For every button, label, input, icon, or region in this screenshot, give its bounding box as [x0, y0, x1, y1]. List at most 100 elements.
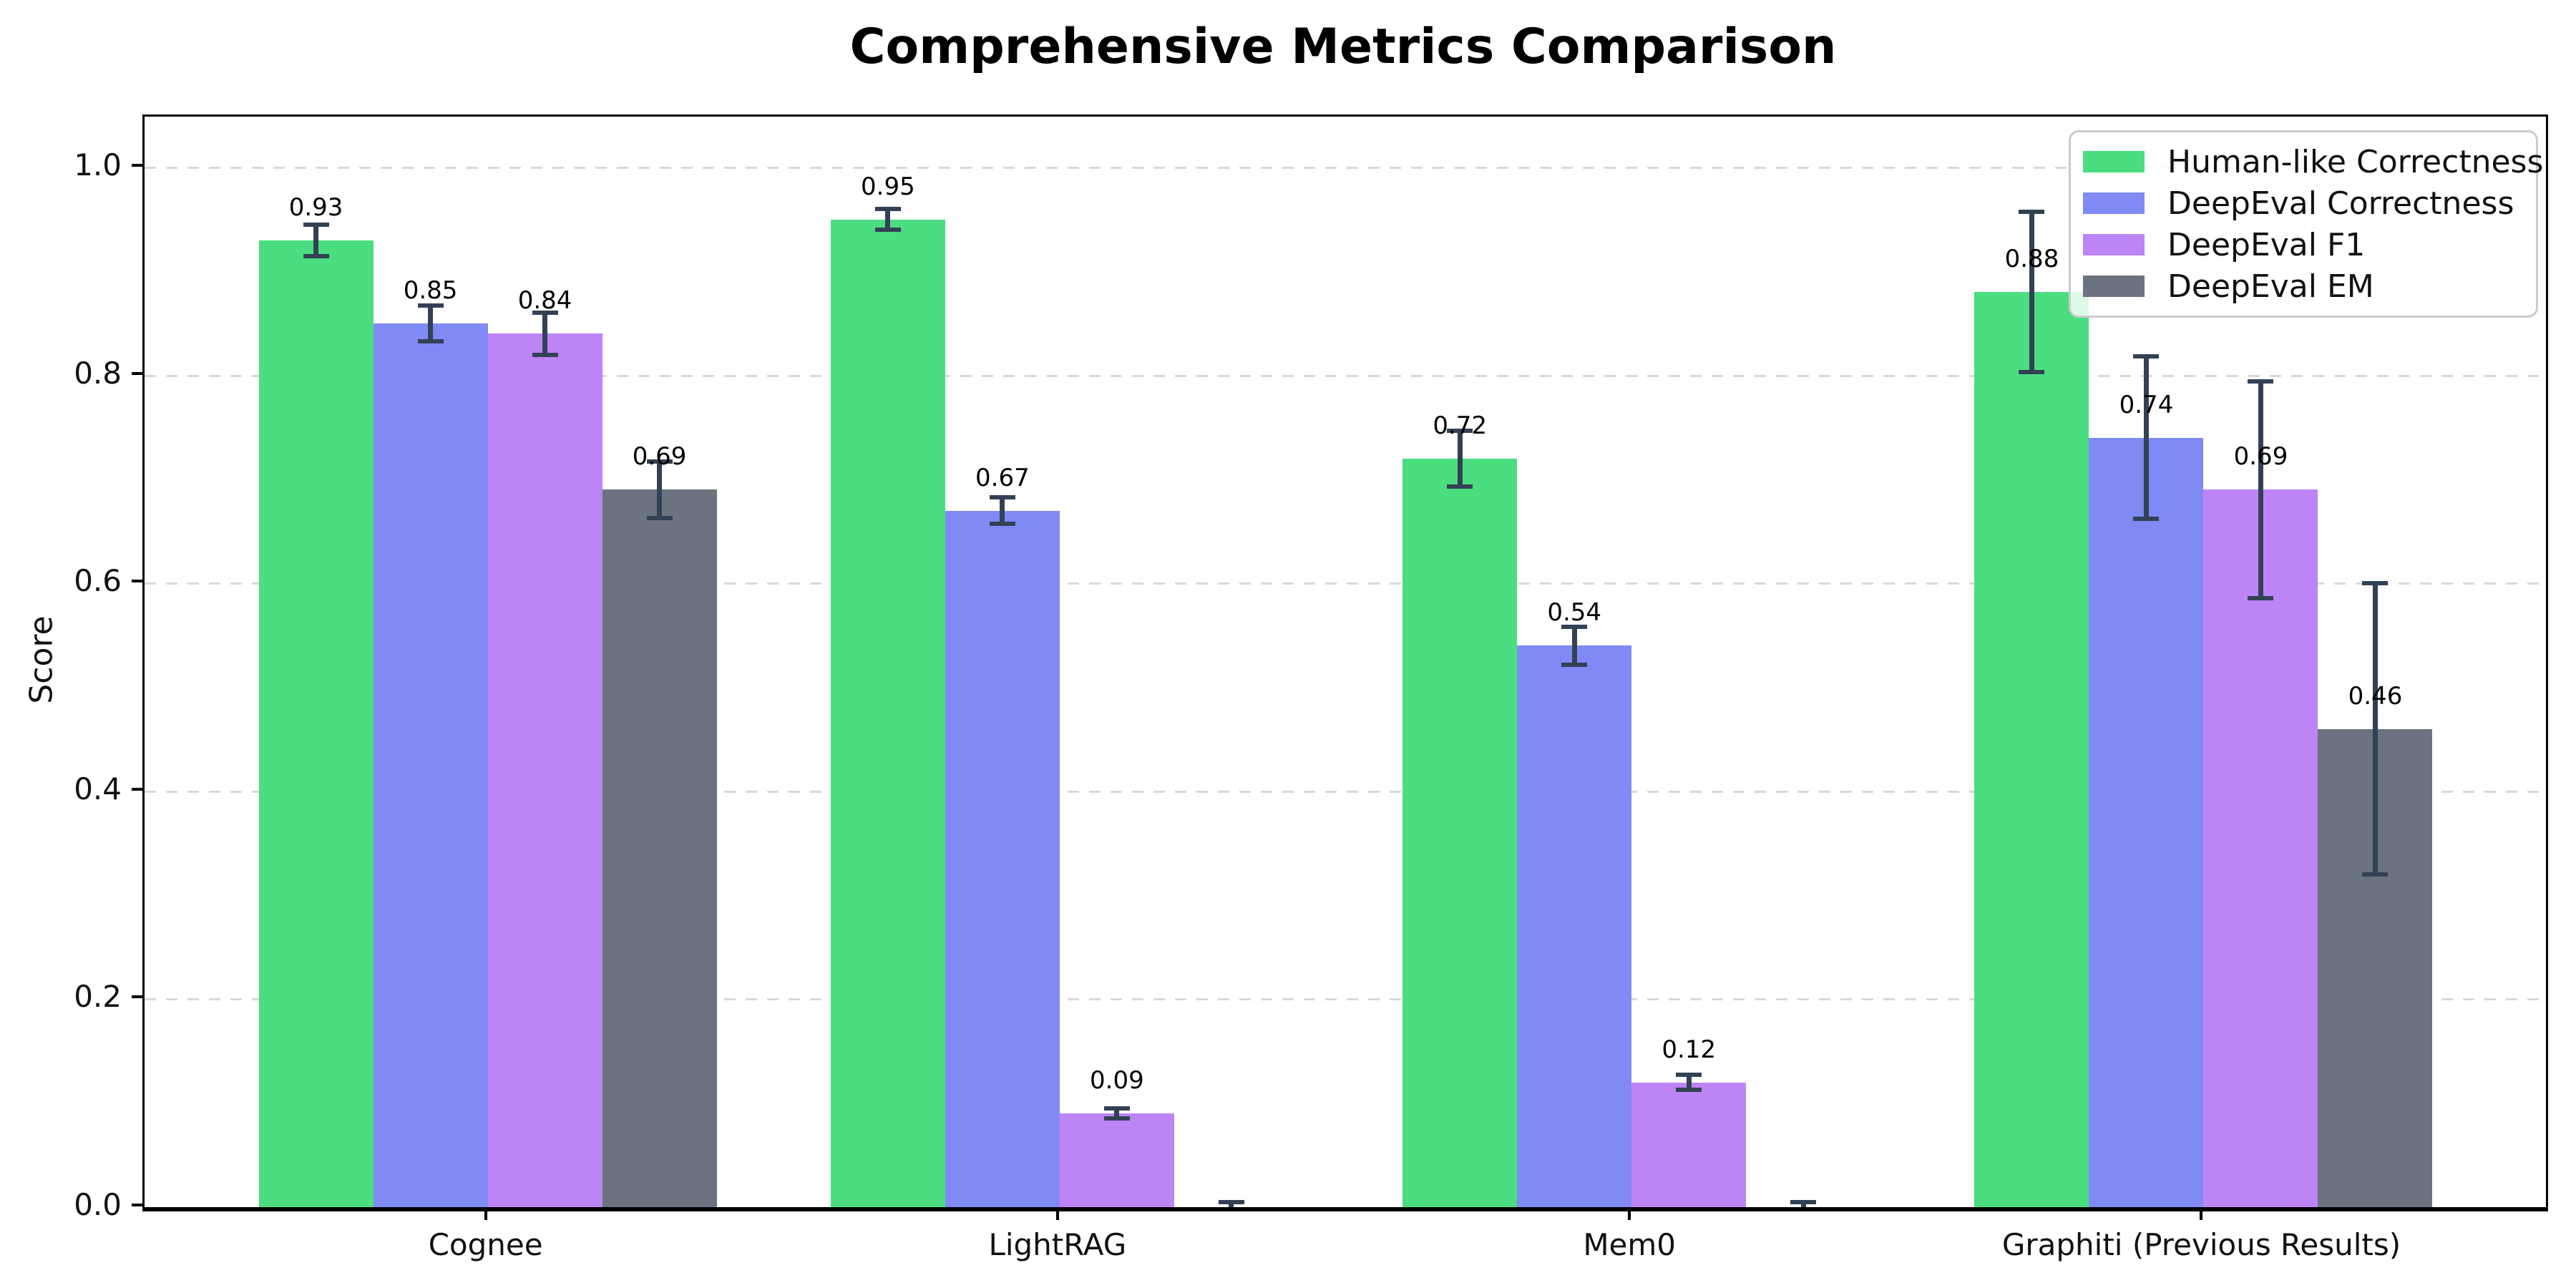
bar	[1059, 1113, 1174, 1207]
bar	[602, 489, 717, 1207]
legend-swatch	[2083, 192, 2145, 214]
error-bar	[542, 313, 548, 355]
error-bar-cap-top	[1561, 625, 1588, 630]
error-bar-cap-top	[1218, 1199, 1244, 1204]
error-bar	[1229, 1201, 1234, 1207]
error-bar-cap-top	[417, 303, 444, 308]
x-tick-mark	[1628, 1209, 1631, 1220]
error-bar	[2258, 381, 2263, 598]
error-bar-cap-top	[2362, 581, 2389, 586]
error-bar-cap-top	[1790, 1199, 1817, 1204]
error-bar-cap-top	[874, 207, 901, 212]
error-bar-cap-bottom	[532, 352, 558, 357]
y-tick-label: 0.4	[74, 771, 122, 806]
error-bar	[428, 306, 434, 341]
bar-value-label: 0.74	[2119, 390, 2174, 419]
error-bar	[2372, 583, 2378, 875]
bar	[2089, 437, 2204, 1207]
x-tick-label: Mem0	[1583, 1227, 1677, 1262]
error-bar	[1114, 1108, 1120, 1119]
bar	[1402, 458, 1518, 1207]
bar	[830, 219, 945, 1207]
error-bar-cap-top	[1447, 428, 1473, 433]
y-tick-mark	[132, 1204, 142, 1206]
error-bar	[1571, 627, 1577, 665]
bar-value-label: 0.69	[632, 442, 687, 472]
legend-item: DeepEval F1	[2071, 224, 2536, 265]
bar-value-label: 0.85	[403, 275, 458, 305]
bar	[945, 510, 1060, 1207]
error-bar	[657, 462, 663, 518]
y-tick-mark	[132, 787, 142, 791]
error-bar-cap-bottom	[1447, 484, 1473, 489]
bar-value-label: 0.46	[2348, 681, 2403, 711]
bar	[1974, 292, 2089, 1207]
x-tick-label: LightRAG	[988, 1227, 1127, 1262]
gridline	[145, 998, 2546, 1001]
bar	[2203, 489, 2318, 1207]
error-bar-cap-top	[646, 459, 673, 464]
legend-label: DeepEval EM	[2167, 268, 2374, 305]
x-tick-label: Cognee	[428, 1227, 543, 1262]
error-bar-cap-bottom	[646, 515, 673, 520]
bar-value-label: 0.54	[1547, 598, 1602, 628]
bar	[487, 333, 602, 1207]
y-tick-mark	[132, 995, 142, 999]
legend-label: Human-like Correctness	[2167, 143, 2544, 180]
legend-label: DeepEval F1	[2167, 226, 2366, 263]
y-tick-label: 1.0	[74, 147, 122, 182]
error-bar-cap-bottom	[1676, 1087, 1702, 1092]
bar-value-label: 0.72	[1433, 411, 1488, 440]
error-bar-cap-top	[2248, 379, 2274, 384]
gridline	[145, 582, 2546, 585]
legend-swatch	[2083, 151, 2145, 172]
error-bar-cap-bottom	[303, 253, 329, 258]
error-bar-cap-bottom	[2248, 595, 2274, 600]
error-bar-cap-top	[532, 311, 558, 316]
error-bar	[2143, 356, 2149, 519]
y-tick-mark	[132, 164, 142, 167]
bar-value-label: 0.69	[2233, 442, 2288, 472]
bar-value-label: 0.84	[517, 286, 572, 316]
error-bar-cap-bottom	[2019, 370, 2045, 375]
legend-label: DeepEval Correctness	[2167, 185, 2514, 222]
error-bar-cap-top	[2019, 210, 2045, 215]
bar-value-label: 0.95	[861, 172, 915, 201]
error-bar-cap-top	[1676, 1073, 1702, 1078]
error-bar-cap-top	[2133, 354, 2160, 359]
gridline	[145, 790, 2546, 793]
error-bar-cap-top	[989, 494, 1015, 499]
y-tick-label: 0.2	[74, 979, 122, 1015]
error-bar-cap-top	[303, 222, 329, 227]
bar	[258, 240, 374, 1207]
error-bar	[1000, 497, 1005, 525]
bar	[1631, 1082, 1747, 1207]
bar	[373, 323, 488, 1207]
y-tick-mark	[132, 580, 142, 583]
error-bar-cap-bottom	[2133, 517, 2160, 522]
plot-area: 0.93 0.95 0.72 0.88 0.85 0.67 0.54 0.74 0.84 0.09…	[142, 114, 2548, 1211]
y-tick-label: 0.0	[74, 1187, 122, 1222]
error-bar-cap-bottom	[1103, 1116, 1130, 1121]
bar-value-label: 0.93	[288, 192, 343, 222]
x-tick-label: Graphiti (Previous Results)	[2001, 1227, 2401, 1262]
legend-swatch	[2083, 275, 2145, 297]
error-bar-cap-bottom	[874, 228, 901, 233]
error-bar-cap-bottom	[417, 338, 444, 343]
y-tick-label: 0.8	[74, 355, 122, 391]
bar	[1517, 645, 1632, 1207]
y-tick-label: 0.6	[74, 563, 122, 599]
error-bar	[1800, 1201, 1806, 1207]
error-bar-cap-bottom	[989, 522, 1015, 527]
bar-value-label: 0.09	[1090, 1066, 1144, 1096]
legend-swatch	[2083, 234, 2145, 255]
error-bar	[313, 224, 319, 256]
legend-item: DeepEval EM	[2071, 265, 2536, 307]
x-tick-mark	[2200, 1209, 2203, 1220]
y-tick-mark	[132, 371, 142, 375]
error-bar	[2029, 212, 2034, 373]
x-tick-mark	[484, 1209, 487, 1220]
y-axis-label: Score	[23, 615, 60, 704]
error-bar	[885, 209, 891, 230]
